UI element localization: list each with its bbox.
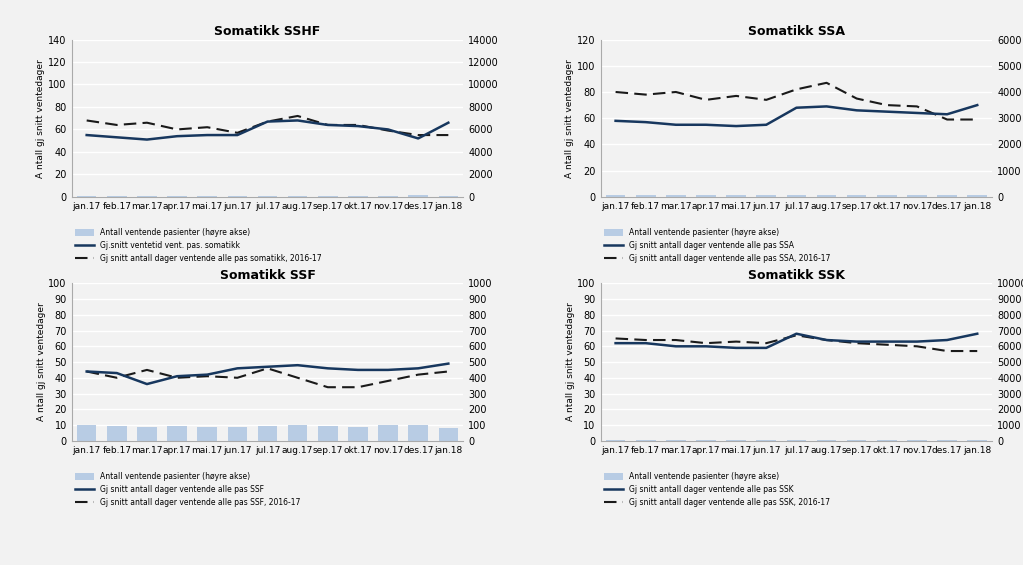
Y-axis label: A ntall gj snitt ventedager: A ntall gj snitt ventedager (37, 59, 45, 177)
Y-axis label: A ntall gj snitt ventedager: A ntall gj snitt ventedager (566, 59, 574, 177)
Bar (756, 195, 776, 197)
Bar (636, 440, 656, 441)
Bar (318, 195, 338, 197)
Bar (816, 440, 837, 441)
Bar (907, 440, 927, 441)
Bar (847, 195, 866, 197)
Bar (907, 195, 927, 197)
Title: Somatikk SSF: Somatikk SSF (220, 269, 315, 282)
Bar (787, 195, 806, 197)
Title: Somatikk SSA: Somatikk SSA (748, 25, 845, 38)
Bar (197, 195, 217, 197)
Bar (227, 195, 248, 197)
Bar (318, 427, 338, 441)
Bar (937, 440, 957, 441)
Bar (408, 425, 428, 441)
Bar (877, 440, 896, 441)
Bar (787, 440, 806, 441)
Bar (968, 440, 987, 441)
Bar (606, 195, 625, 197)
Bar (847, 440, 866, 441)
Bar (726, 195, 746, 197)
Legend: Antall ventende pasienter (høyre akse), Gj snitt antall dager ventende alle pas : Antall ventende pasienter (høyre akse), … (601, 225, 833, 266)
Bar (77, 195, 96, 197)
Bar (697, 195, 716, 197)
Bar (348, 427, 367, 441)
Bar (408, 195, 428, 197)
Y-axis label: A ntall gj snitt ventedager: A ntall gj snitt ventedager (566, 303, 575, 421)
Bar (726, 440, 746, 441)
Bar (439, 195, 458, 197)
Bar (606, 440, 625, 441)
Bar (877, 195, 896, 197)
Bar (137, 195, 157, 197)
Bar (137, 427, 157, 441)
Bar (258, 426, 277, 441)
Bar (107, 427, 127, 441)
Bar (937, 195, 957, 197)
Title: Somatikk SSHF: Somatikk SSHF (215, 25, 320, 38)
Bar (168, 195, 187, 197)
Bar (77, 425, 96, 441)
Legend: Antall ventende pasienter (høyre akse), Gj snitt antall dager ventende alle pas : Antall ventende pasienter (høyre akse), … (72, 469, 303, 510)
Bar (348, 195, 367, 197)
Bar (168, 426, 187, 441)
Bar (816, 195, 837, 197)
Bar (666, 195, 685, 197)
Bar (107, 195, 127, 197)
Title: Somatikk SSK: Somatikk SSK (748, 269, 845, 282)
Bar (666, 440, 685, 441)
Bar (439, 428, 458, 441)
Bar (287, 195, 308, 197)
Bar (379, 195, 398, 197)
Bar (636, 195, 656, 197)
Bar (197, 427, 217, 441)
Legend: Antall ventende pasienter (høyre akse), Gj snitt antall dager ventende alle pas : Antall ventende pasienter (høyre akse), … (601, 469, 833, 510)
Bar (287, 425, 308, 441)
Bar (697, 440, 716, 441)
Bar (968, 195, 987, 197)
Bar (227, 427, 248, 441)
Bar (258, 195, 277, 197)
Legend: Antall ventende pasienter (høyre akse), Gj.snitt ventetid vent. pas. somatikk, G: Antall ventende pasienter (høyre akse), … (72, 225, 324, 266)
Bar (756, 440, 776, 441)
Y-axis label: A ntall gj snitt ventedager: A ntall gj snitt ventedager (37, 303, 46, 421)
Bar (379, 425, 398, 441)
